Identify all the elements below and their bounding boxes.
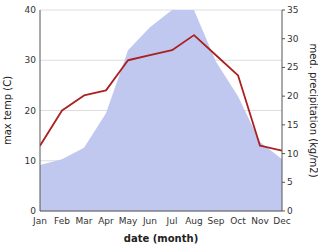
x-axis-title: date (month)	[124, 233, 198, 244]
y2-axis-line	[282, 10, 283, 211]
x-tick-label: Nov	[251, 216, 269, 226]
x-tick-label: Sep	[208, 216, 225, 226]
y-axis-line	[40, 10, 41, 211]
y2-tick-label: 10	[287, 149, 299, 159]
chart-svg: 0 10 20 30 40 0 5 10 15 20 25 30 35 Jan Feb Mar Apr May Ju…	[0, 0, 318, 247]
y2-tick	[282, 153, 285, 154]
x-axis-line	[40, 211, 282, 212]
x-tick-label: Aug	[185, 216, 203, 226]
chart-container: 0 10 20 30 40 0 5 10 15 20 25 30 35 Jan Feb Mar Apr May Ju…	[0, 0, 318, 247]
y2-tick-label: 25	[287, 62, 298, 72]
plot-area	[40, 10, 282, 211]
y2-tick	[282, 211, 285, 212]
x-tick-label: May	[119, 216, 138, 226]
y-tick-label: 30	[25, 55, 37, 65]
y2-tick	[282, 38, 285, 39]
grid	[40, 10, 282, 211]
y2-tick	[282, 182, 285, 183]
y2-tick-label: 20	[287, 91, 299, 101]
y2-tick-label: 35	[287, 5, 298, 15]
y-axis-title: max temp (C)	[2, 76, 13, 145]
grid-line	[40, 211, 282, 212]
y2-tick-label: 15	[287, 120, 298, 130]
x-tick-label: Feb	[54, 216, 70, 226]
x-tick-label: Apr	[98, 216, 114, 226]
temperature-line	[40, 35, 282, 151]
precipitation-area	[40, 10, 282, 211]
x-tick-label: Mar	[76, 216, 93, 226]
y2-tick-label: 30	[287, 34, 299, 44]
x-tick-label: Jul	[166, 216, 178, 226]
y-tick-label: 20	[25, 106, 37, 116]
x-tick-label: Dec	[273, 216, 290, 226]
y2-tick	[282, 96, 285, 97]
y-tick-label: 0	[30, 206, 36, 216]
y2-tick	[282, 10, 285, 11]
y2-tick	[282, 124, 285, 125]
y-tick-label: 10	[25, 156, 37, 166]
grid-line	[40, 10, 282, 11]
x-tick-label: Jun	[142, 216, 157, 226]
x-tick-label: Jan	[32, 216, 47, 226]
y2-axis-title: med. precipitation (kg/m2)	[308, 43, 318, 177]
x-tick-label: Oct	[230, 216, 246, 226]
y-tick-label: 40	[25, 5, 37, 15]
y2-tick-label: 0	[287, 206, 293, 216]
y2-tick	[282, 67, 285, 68]
y2-tick-label: 5	[287, 177, 293, 187]
